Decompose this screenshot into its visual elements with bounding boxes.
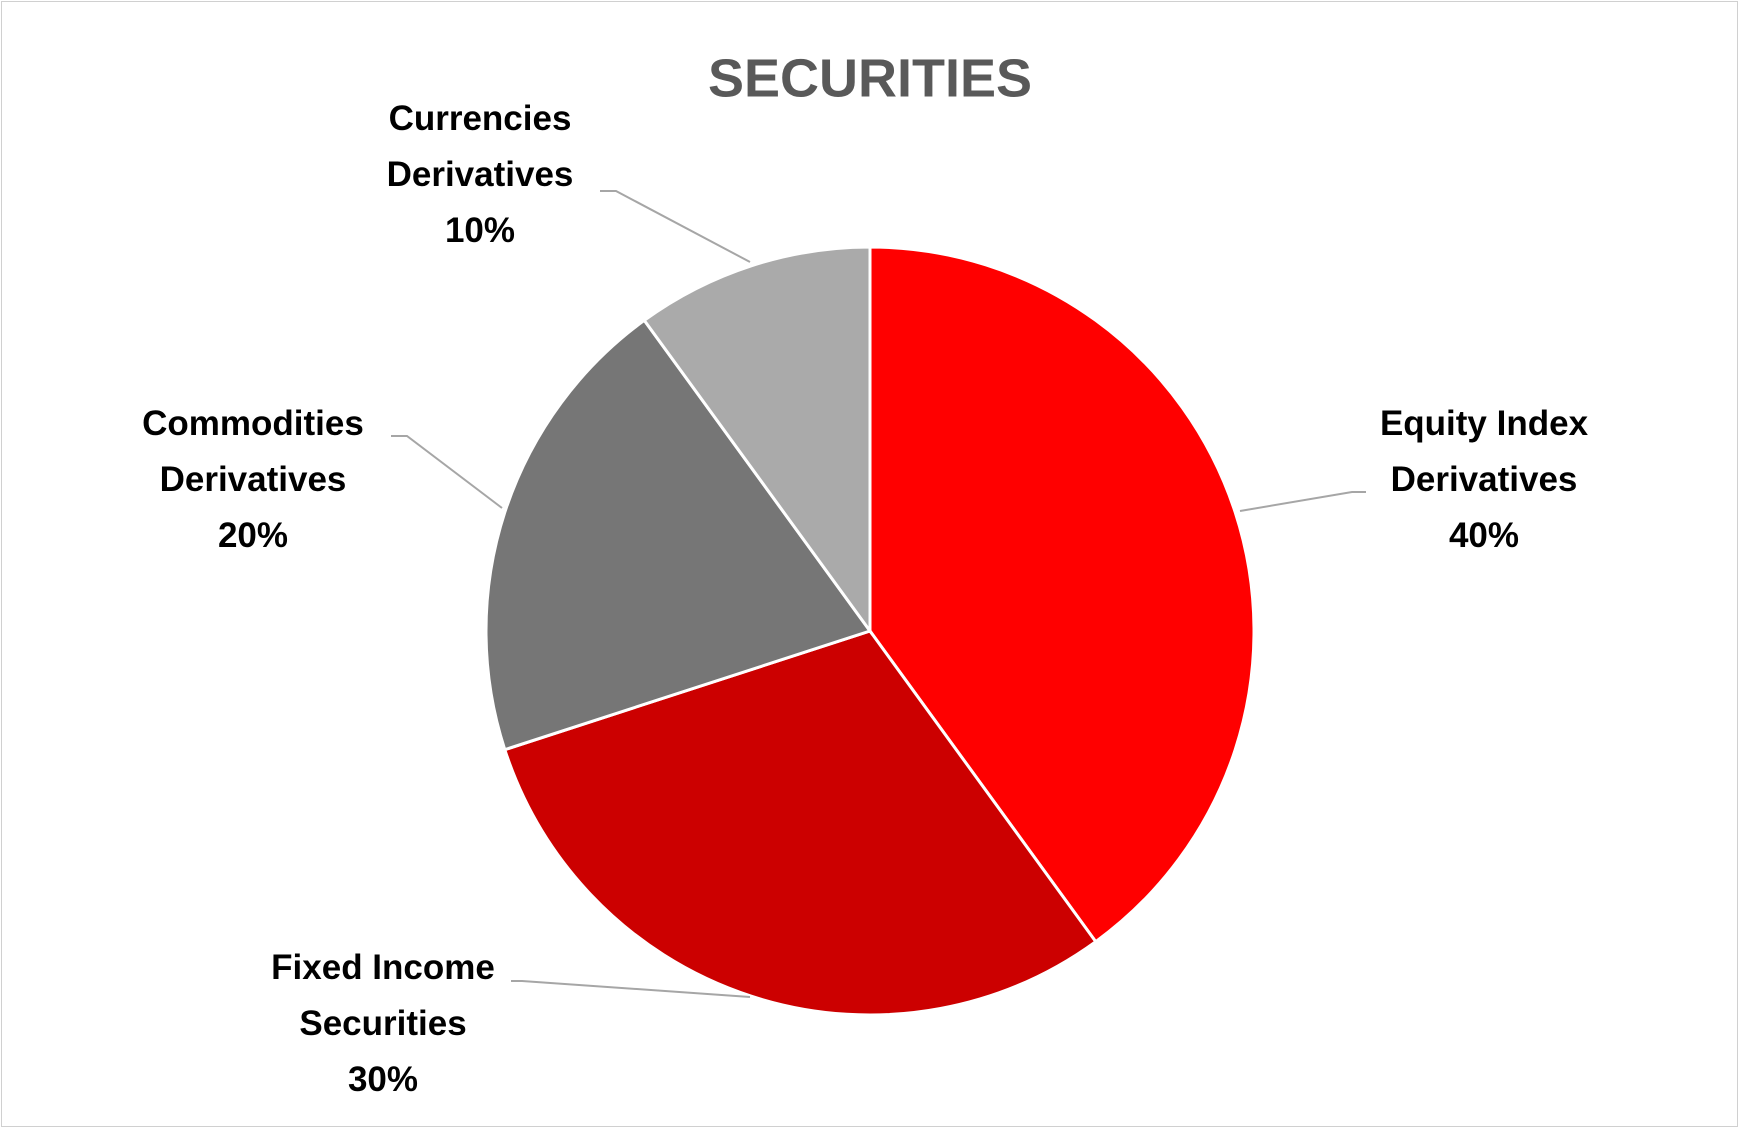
value-label: 20% (217, 516, 289, 555)
category-label: Currencies Derivatives (386, 99, 574, 194)
data-label: Currencies Derivatives 10% (345, 91, 615, 259)
data-label: Fixed Income Securities 30% (248, 940, 518, 1108)
category-label: Equity Index Derivatives (1379, 404, 1589, 499)
value-label: 10% (444, 211, 516, 250)
pie-slice (484, 318, 873, 752)
category-label: Commodities Derivatives (142, 404, 364, 499)
pie-slice (868, 245, 1256, 944)
leader-line (600, 190, 751, 263)
data-label: Commodities Derivatives 20% (118, 396, 388, 564)
category-label: Fixed Income Securities (271, 948, 495, 1043)
value-label: 30% (347, 1060, 419, 1099)
leader-line (511, 980, 751, 998)
chart-title: SECURITIES (708, 48, 1032, 108)
slices (484, 245, 1256, 1017)
pie-slice (642, 245, 872, 636)
leader-line (391, 435, 503, 509)
leader-line (1239, 491, 1366, 512)
value-label: 40% (1448, 516, 1520, 555)
pie-slice (502, 629, 1098, 1017)
data-label: Equity Index Derivatives 40% (1349, 396, 1619, 564)
